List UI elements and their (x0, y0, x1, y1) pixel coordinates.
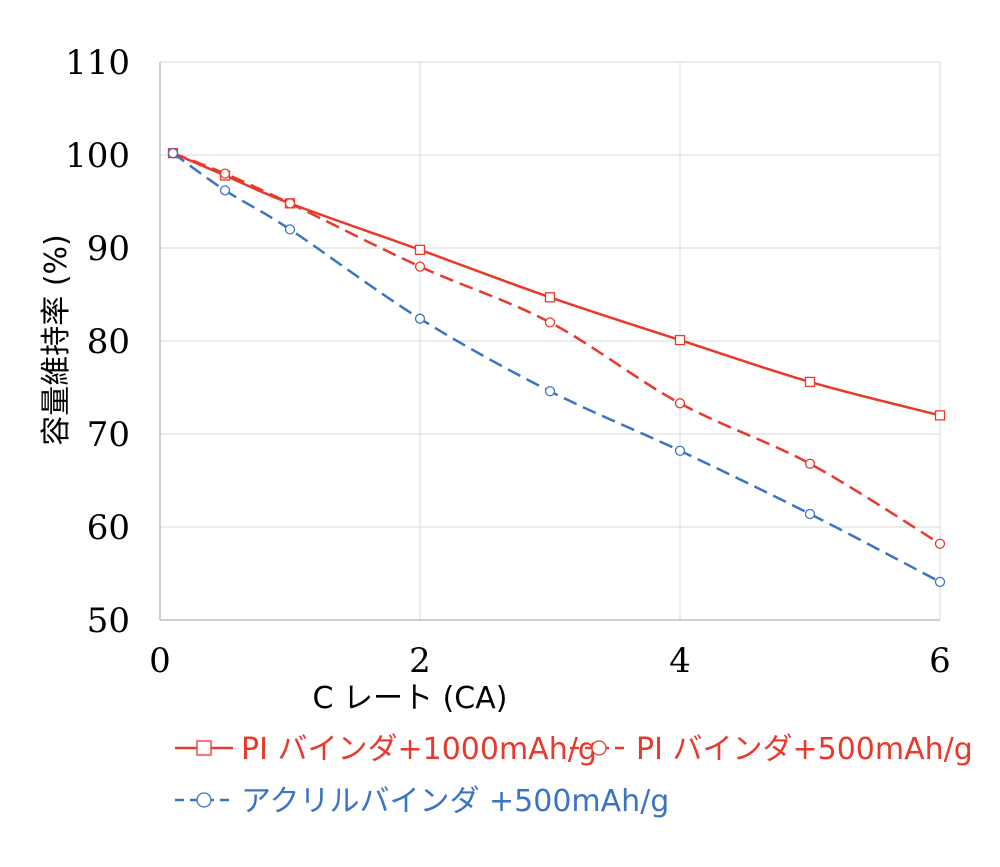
series-lines (172, 151, 941, 583)
grid (160, 61, 941, 620)
y-tick-label: 100 (65, 136, 130, 176)
tick-labels: 50 60 70 80 90 100 110 0 2 4 6 (65, 43, 951, 681)
data-point-series-1 (284, 198, 296, 209)
y-tick-label: 50 (87, 601, 130, 641)
data-point-series-0 (934, 410, 946, 421)
data-point-series-1 (934, 538, 946, 549)
data-point-series-1 (674, 398, 686, 409)
data-point-series-1 (804, 458, 816, 469)
legend-marker-2 (196, 792, 212, 808)
y-tick-label: 70 (87, 415, 130, 455)
data-point-series-2 (414, 313, 426, 324)
y-tick-label: 80 (87, 322, 130, 362)
data-point-series-2 (167, 147, 179, 159)
series-line-2 (172, 152, 941, 583)
legend-marker-0 (196, 740, 212, 756)
data-point-series-0 (544, 292, 556, 303)
series-markers (167, 147, 946, 588)
x-tick-label: 2 (409, 641, 431, 681)
legend: PI バインダ+1000mAh/g PI バインダ+500mAh/g アクリルバイン… (175, 732, 973, 819)
data-point-series-2 (804, 508, 816, 520)
data-point-series-2 (284, 224, 296, 235)
x-tick-label: 6 (929, 641, 951, 681)
data-point-series-1 (219, 168, 231, 179)
legend-label-2: アクリルバインダ +500mAh/g (241, 784, 669, 819)
y-tick-label: 60 (87, 508, 130, 548)
series-line-0 (172, 151, 941, 417)
data-point-series-2 (674, 445, 686, 456)
x-tick-label: 4 (669, 641, 691, 681)
data-point-series-0 (414, 244, 426, 256)
data-point-series-1 (414, 261, 426, 272)
data-point-series-2 (544, 386, 556, 397)
y-tick-label: 90 (87, 229, 130, 269)
x-axis-title: C レート (CA) (313, 681, 508, 716)
y-tick-label: 110 (65, 43, 130, 83)
data-point-series-1 (544, 317, 556, 328)
data-point-series-0 (674, 334, 686, 346)
data-point-series-0 (804, 376, 816, 388)
data-point-series-2 (934, 576, 946, 588)
legend-label-0: PI バインダ+1000mAh/g (241, 732, 597, 767)
y-axis-title: 容量維持率 (%) (39, 234, 74, 445)
x-tick-label: 0 (149, 641, 171, 681)
legend-marker-1 (591, 740, 607, 756)
axes (159, 62, 940, 621)
legend-label-1: PI バインダ+500mAh/g (636, 732, 973, 767)
series-line-1 (172, 151, 941, 545)
data-point-series-2 (219, 185, 231, 196)
